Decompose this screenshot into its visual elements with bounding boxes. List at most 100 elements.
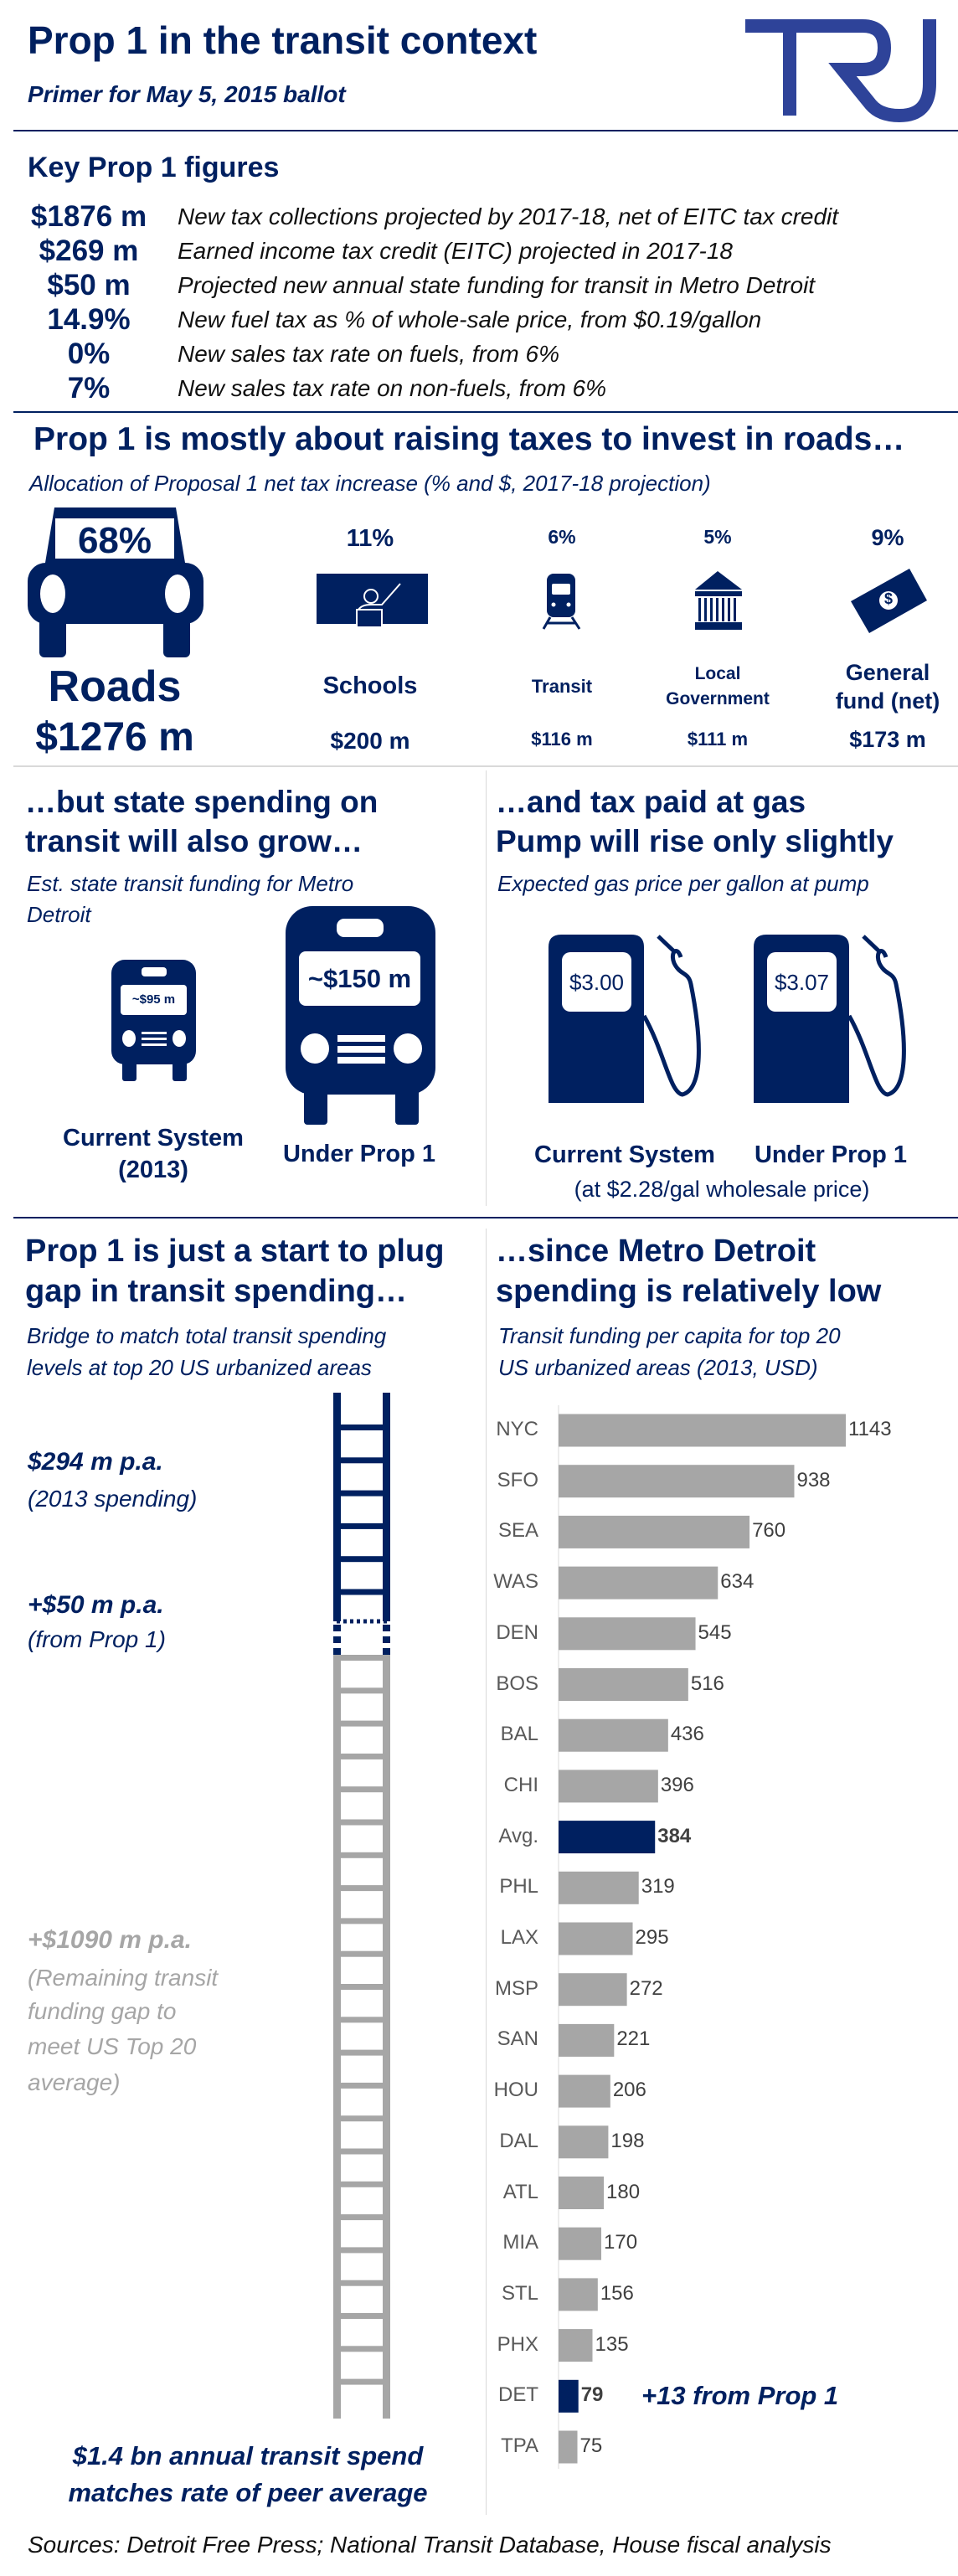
figure-description: Projected new annual state funding for t… (178, 272, 816, 298)
page-title: Prop 1 in the transit context (28, 18, 538, 62)
category-label: PHL (499, 1875, 538, 1899)
chart-title-2: spending is relatively low (496, 1274, 882, 1309)
train-icon (542, 574, 581, 630)
category-label: SFO (497, 1468, 538, 1492)
ladder-rung (333, 1885, 390, 1892)
bar-chi (559, 1770, 658, 1803)
general-fund-label-2: fund (net) (835, 688, 940, 714)
category-label: Avg. (498, 1824, 538, 1847)
bar-was (559, 1566, 718, 1600)
ladder-rung (333, 2049, 390, 2056)
transit-percent: 6% (548, 526, 576, 548)
prop1-increase-value: +$50 m p.a. (28, 1591, 164, 1619)
schools-percent: 11% (346, 525, 394, 552)
chart-title-1: …since Metro Detroit (496, 1234, 816, 1269)
bar-sfo (559, 1465, 795, 1498)
conclusion-1: $1.4 bn annual transit spend (72, 2441, 424, 2470)
ladder-rung (333, 2313, 390, 2319)
category-label: PHX (497, 2332, 538, 2356)
category-label: MSP (494, 1976, 538, 2000)
divider (13, 411, 958, 413)
ladder-rung (333, 1852, 390, 1858)
bar-den (559, 1617, 696, 1651)
divider (13, 130, 958, 131)
bar-dal (559, 2125, 609, 2159)
category-label: DAL (499, 2129, 538, 2152)
ladder-rung (333, 1918, 390, 1924)
value-label: 1143 (848, 1418, 892, 1440)
ladder-rung (333, 1457, 390, 1464)
local-gov-amount: $111 m (687, 729, 749, 750)
category-label: MIA (502, 2231, 538, 2254)
current-amount: ~$95 m (131, 992, 176, 1007)
money-bill-icon (851, 569, 927, 633)
figure-value: 7% (67, 372, 111, 404)
key-figure-row: $1876 m New tax collections projected by … (0, 199, 958, 234)
category-label: BOS (496, 1672, 538, 1695)
schools-amount: $200 m (330, 728, 410, 754)
bar-phl (559, 1871, 639, 1904)
bar-tpa (559, 2430, 578, 2464)
category-label: SEA (497, 1519, 538, 1543)
value-label: 396 (660, 1773, 694, 1796)
key-figures-heading: Key Prop 1 figures (28, 152, 280, 183)
government-building-icon (695, 571, 742, 630)
ladder-rung (333, 1720, 390, 1727)
bar-lax (559, 1922, 633, 1955)
divider (13, 1217, 958, 1218)
bar-chart (558, 1405, 846, 2469)
remaining-gap-value: +$1090 m p.a. (28, 1926, 192, 1954)
general-fund-amount: $173 m (849, 727, 926, 752)
ladder-rung (333, 2346, 390, 2352)
ladder-rung (333, 1786, 390, 1793)
roads-label: Roads (48, 662, 182, 711)
remaining-gap-note-1: (Remaining transit (28, 1965, 219, 1991)
column-divider (486, 1229, 487, 2515)
column-divider (486, 770, 487, 1206)
figure-description: Earned income tax credit (EITC) projecte… (178, 238, 733, 264)
gas-heading-2: Pump will rise only slightly (496, 824, 894, 858)
base-spending-value: $294 m p.a. (28, 1448, 163, 1476)
category-label: BAL (500, 1723, 538, 1746)
figure-description: New fuel tax as % of whole-sale price, f… (178, 307, 762, 332)
current-label-2: (2013) (118, 1157, 188, 1183)
remaining-gap-note-4: average) (28, 2069, 121, 2095)
figure-value: 0% (67, 337, 111, 370)
general-fund-label-1: General (845, 660, 930, 685)
bar-hou (559, 2074, 610, 2108)
bar-nyc (559, 1414, 846, 1447)
value-label: 436 (670, 1723, 704, 1746)
bar-atl (559, 2177, 605, 2209)
transit-growth-sub-1: Est. state transit funding for Metro (27, 871, 354, 896)
ladder-rung (333, 2115, 390, 2122)
key-figure-row: $50 m Projected new annual state funding … (0, 268, 958, 302)
bar-phx (559, 2329, 593, 2362)
value-label: 75 (579, 2434, 603, 2457)
allocation-subheading: Allocation of Proposal 1 net tax increas… (29, 471, 711, 496)
gas-heading-1: …and tax paid at gas (496, 785, 806, 819)
category-label: LAX (500, 1926, 538, 1949)
gap-heading-2: gap in transit spending… (25, 1274, 408, 1309)
category-label: DET (498, 2383, 538, 2407)
prop1-price: $3.07 (774, 970, 830, 995)
gas-pump-icon-current (549, 935, 701, 1103)
value-label: 206 (612, 2079, 646, 2102)
local-gov-label-2: Government (666, 689, 770, 708)
ladder-rung (333, 2181, 390, 2187)
figure-value: 14.9% (47, 303, 131, 336)
current-label-1: Current System (63, 1125, 244, 1151)
gap-sub-1: Bridge to match total transit spending (27, 1323, 387, 1348)
category-label: DEN (496, 1620, 538, 1644)
base-spending-note: (2013 spending) (28, 1486, 198, 1512)
figure-value: $50 m (47, 269, 131, 301)
figure-description: New sales tax rate on fuels, from 6% (178, 341, 559, 367)
gas-prop1-label: Under Prop 1 (754, 1141, 908, 1168)
ladder-rung (333, 2214, 390, 2221)
ladder-rung (333, 2378, 390, 2385)
value-label: 180 (606, 2180, 641, 2203)
bar-det (559, 2379, 579, 2413)
bar-stl (559, 2278, 598, 2311)
figure-description: New tax collections projected by 2017-18… (178, 204, 839, 229)
